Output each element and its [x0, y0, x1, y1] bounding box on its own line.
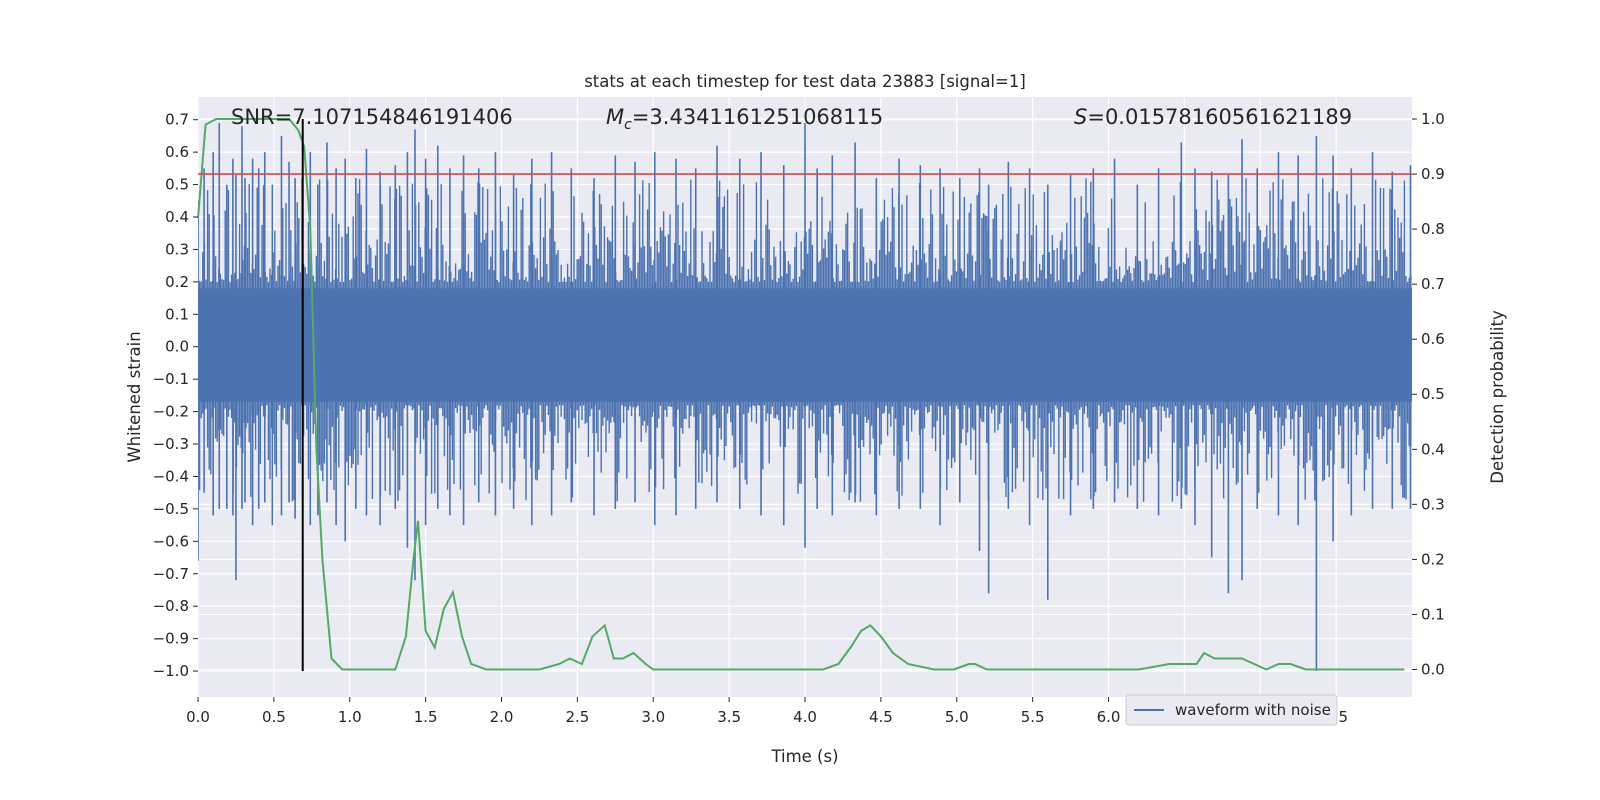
legend-entry-waveform: waveform with noise [1175, 701, 1331, 719]
y2-tick-label: 0.6 [1421, 330, 1445, 348]
y2-axis-ticks: 1.0 0.9 0.8 0.7 0.6 0.5 0.4 0.3 0.2 0.1 0.0 [1412, 110, 1445, 678]
x-tick-label: 3.0 [641, 708, 665, 726]
y-tick-label: −0.2 [153, 403, 189, 421]
y2-tick-label: 1.0 [1421, 110, 1445, 128]
chirp-mass-annotation: Mc=3.4341161251068115 [606, 105, 883, 133]
waveform-series [198, 122, 1412, 672]
legend: waveform with noise [1125, 694, 1338, 726]
y-axis-ticks: 0.7 0.6 0.5 0.4 0.3 0.2 0.1 0.0 −0.1 −0.2 −0.3 −0.4… [153, 111, 198, 680]
x-tick-label: 0.0 [186, 708, 210, 726]
y2-axis-label: Detection probability [1488, 310, 1507, 484]
y-tick-label: 0.5 [165, 176, 189, 194]
x-tick-label: 2.0 [490, 708, 514, 726]
y-tick-label: 0.0 [165, 338, 189, 356]
y-tick-label: 0.2 [165, 273, 189, 291]
s-value: =0.01578160561621189 [1087, 105, 1352, 129]
y2-tick-label: 0.7 [1421, 275, 1445, 293]
chart-title: stats at each timestep for test data 238… [584, 72, 1026, 91]
s-symbol: S [1074, 105, 1087, 129]
s-annotation: S=0.01578160561621189 [1074, 105, 1352, 129]
y-tick-label: −0.3 [153, 435, 189, 453]
x-tick-label: 0.5 [262, 708, 286, 726]
y-axis-label: Whitened strain [125, 331, 144, 462]
y2-tick-label: 0.0 [1421, 660, 1445, 678]
y-tick-label: −1.0 [153, 662, 189, 680]
y-tick-label: 0.7 [165, 111, 189, 129]
x-tick-label: 6.0 [1097, 708, 1121, 726]
y-tick-label: −0.7 [153, 565, 189, 583]
x-tick-label: 2.5 [565, 708, 589, 726]
legend-box [1125, 694, 1338, 726]
x-tick-label: 5.5 [1021, 708, 1045, 726]
y-tick-label: −0.1 [153, 370, 189, 388]
probability-line [197, 118, 1405, 671]
y-tick-label: 0.4 [165, 208, 189, 226]
y-tick-label: −0.4 [153, 467, 189, 485]
probability-series [197, 118, 1405, 671]
y-tick-label: −0.6 [153, 532, 189, 550]
y2-tick-label: 0.3 [1421, 495, 1445, 513]
y2-tick-label: 0.1 [1421, 605, 1445, 623]
x-tick-label: 3.5 [717, 708, 741, 726]
x-tick-label: 4.5 [869, 708, 893, 726]
y2-tick-label: 0.5 [1421, 385, 1445, 403]
y2-tick-label: 0.2 [1421, 550, 1445, 568]
mc-symbol: M [606, 105, 624, 129]
y-tick-label: 0.1 [165, 305, 189, 323]
x-axis-label: Time (s) [770, 747, 838, 766]
y2-tick-label: 0.8 [1421, 220, 1445, 238]
y-tick-label: −0.8 [153, 597, 189, 615]
y-tick-label: 0.6 [165, 143, 189, 161]
x-tick-label: 5.0 [945, 708, 969, 726]
mc-subscript: c [624, 117, 632, 133]
y2-tick-label: 0.4 [1421, 440, 1445, 458]
snr-annotation: SNR=7.107154846191406 [231, 105, 513, 129]
x-tick-label: 1.5 [414, 708, 438, 726]
y-tick-label: 0.3 [165, 240, 189, 258]
mc-value: =3.4341161251068115 [632, 105, 883, 129]
y-tick-label: −0.9 [153, 630, 189, 648]
x-tick-label: 1.0 [338, 708, 362, 726]
x-tick-label: 4.0 [793, 708, 817, 726]
y2-tick-label: 0.9 [1421, 165, 1445, 183]
y-tick-label: −0.5 [153, 500, 189, 518]
